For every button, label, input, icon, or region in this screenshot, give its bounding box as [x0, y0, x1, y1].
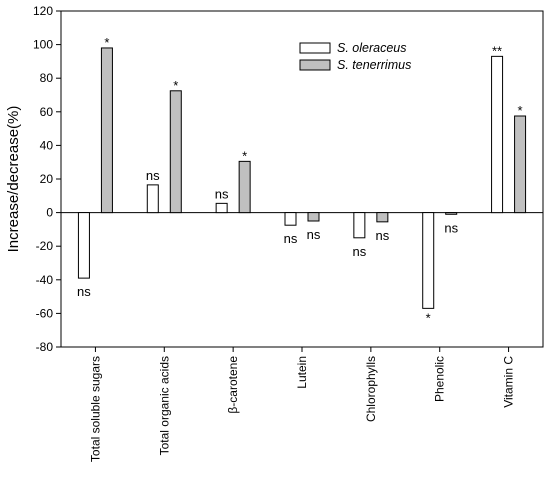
bar [514, 115, 527, 214]
bar [100, 47, 113, 214]
legend: S. oleraceus S. tenerrimus [299, 41, 411, 72]
x-tick-label: Lutein [295, 356, 309, 389]
bar [422, 212, 435, 309]
x-tick-label: Total organic acids [157, 356, 171, 455]
significance-label: * [242, 148, 247, 163]
y-tick-label: 40 [40, 138, 54, 152]
x-tick-label: Total soluble sugars [88, 356, 102, 462]
bar [77, 212, 90, 279]
significance-label: ns [77, 284, 91, 299]
bar [146, 184, 159, 214]
bar [284, 212, 297, 226]
significance-label: ns [215, 186, 229, 201]
y-tick-label: -20 [36, 239, 54, 253]
y-tick-label: 0 [46, 206, 53, 220]
significance-label: * [173, 78, 178, 93]
y-tick-label: 100 [33, 38, 53, 52]
y-tick-label: -80 [36, 340, 54, 354]
y-tick-label: 20 [40, 172, 54, 186]
legend-swatch-s-tenerrimus [299, 59, 331, 71]
legend-label-s-tenerrimus: S. tenerrimus [337, 58, 411, 72]
x-tick-label: Vitamin C [502, 356, 516, 408]
plot-area: -80 -60 -40 -20 0 20 40 60 80 100 120 Total soluble… [33, 4, 544, 462]
y-axis-label: Increase/decrease(%) [5, 106, 22, 253]
significance-label: * [104, 35, 109, 50]
bar [445, 212, 458, 215]
y-tick-label: 120 [33, 4, 53, 18]
significance-label: * [426, 310, 431, 325]
significance-label: ns [307, 227, 321, 242]
bar [215, 202, 228, 214]
y-tick-label: -40 [36, 273, 54, 287]
x-tick-label: Phenolic [433, 356, 447, 402]
significance-label: ns [375, 228, 389, 243]
significance-label: ** [492, 43, 502, 58]
significance-label: ns [352, 244, 366, 259]
significance-label: ns [284, 231, 298, 246]
y-tick-label: -60 [36, 306, 54, 320]
bar [491, 55, 504, 214]
bar [238, 160, 251, 214]
y-tick-label: 80 [40, 71, 54, 85]
x-tick-label: β-carotene [226, 356, 240, 414]
bar [353, 212, 366, 239]
significance-label: ns [146, 168, 160, 183]
legend-swatch-s-oleraceus [299, 42, 331, 54]
y-tick-label: 60 [40, 105, 54, 119]
x-tick-label: Chlorophylls [364, 356, 378, 422]
bar [307, 212, 320, 222]
significance-label: * [518, 103, 523, 118]
significance-label: ns [444, 220, 458, 235]
bar [169, 90, 182, 214]
bar [376, 212, 389, 223]
legend-label-s-oleraceus: S. oleraceus [337, 41, 406, 55]
